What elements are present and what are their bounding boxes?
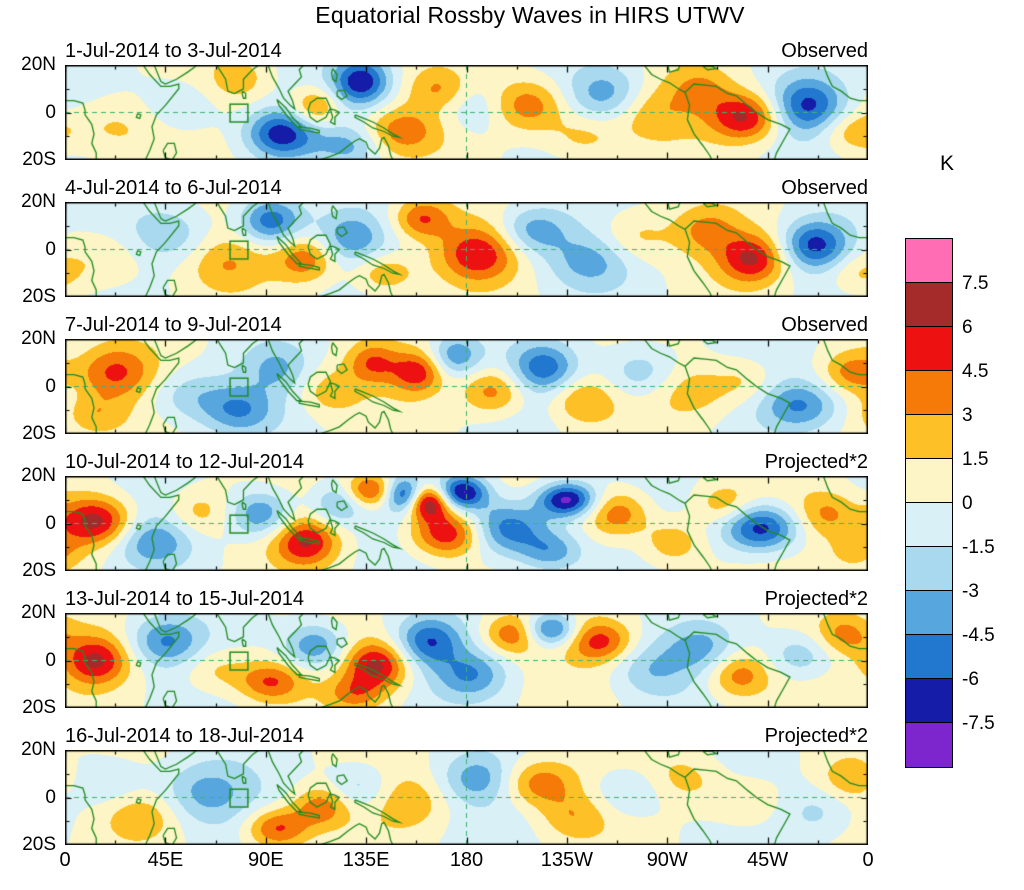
y-tick-label-20n: 20N <box>21 465 56 486</box>
colorbar-cell <box>906 239 952 283</box>
colorbar-cell <box>906 679 952 723</box>
x-tick-label: 135E <box>342 849 390 871</box>
panel-header: 1-Jul-2014 to 3-Jul-2014 Observed <box>65 37 868 63</box>
panel-source-label: Observed <box>781 314 868 336</box>
panel-source-label: Projected*2 <box>764 725 868 747</box>
y-tick-label-20n: 20N <box>21 602 56 623</box>
colorbar-cell <box>906 283 952 327</box>
colorbar-cell <box>906 459 952 503</box>
figure-title: Equatorial Rossby Waves in HIRS UTWV <box>315 2 745 28</box>
x-tick-label: 90E <box>247 849 284 871</box>
map-panel: 13-Jul-2014 to 15-Jul-2014 Projected*2 2… <box>0 585 880 718</box>
y-tick-label-0: 0 <box>45 649 56 671</box>
colorbar-tick-label: -1.5 <box>962 536 995 558</box>
panel-header: 10-Jul-2014 to 12-Jul-2014 Projected*2 <box>65 448 868 474</box>
map-panel: 1-Jul-2014 to 3-Jul-2014 Observed 20N 0 … <box>0 37 880 170</box>
colorbar-cell <box>906 591 952 635</box>
panel-period-label: 13-Jul-2014 to 15-Jul-2014 <box>65 588 305 610</box>
x-tick-label: 45W <box>747 849 789 871</box>
panel-header: 16-Jul-2014 to 18-Jul-2014 Projected*2 <box>65 722 868 748</box>
x-tick-label: 135W <box>540 849 593 871</box>
y-tick-label-20s: 20S <box>22 149 56 170</box>
colorbar-cell <box>906 415 952 459</box>
colorbar-tick-label: 3 <box>962 404 973 426</box>
map-panel: 4-Jul-2014 to 6-Jul-2014 Observed 20N 0 … <box>0 174 880 307</box>
panel-period-label: 10-Jul-2014 to 12-Jul-2014 <box>65 451 305 473</box>
y-tick-label-20n: 20N <box>21 739 56 760</box>
contour-map-canvas <box>65 65 868 160</box>
y-tick-label-0: 0 <box>45 375 56 397</box>
y-tick-label-20n: 20N <box>21 328 56 349</box>
y-tick-label-20s: 20S <box>22 560 56 581</box>
colorbar-tick-label: -6 <box>962 668 979 690</box>
x-tick-label: 0 <box>862 849 874 871</box>
map-panel: 16-Jul-2014 to 18-Jul-2014 Projected*2 2… <box>0 722 880 855</box>
contour-map-canvas <box>65 613 868 708</box>
contour-map-canvas <box>65 202 868 297</box>
x-tick-label: 90W <box>646 849 688 871</box>
y-tick-label-0: 0 <box>45 238 56 260</box>
x-tick-label: 45E <box>147 849 184 871</box>
panel-source-label: Observed <box>781 40 868 62</box>
y-tick-label-20s: 20S <box>22 423 56 444</box>
y-tick-label-0: 0 <box>45 101 56 123</box>
colorbar-cell <box>906 547 952 591</box>
y-tick-label-20s: 20S <box>22 286 56 307</box>
panel-header: 7-Jul-2014 to 9-Jul-2014 Observed <box>65 311 868 337</box>
y-tick-label-20n: 20N <box>21 54 56 75</box>
colorbar-tick-label: -7.5 <box>962 712 995 734</box>
panel-period-label: 1-Jul-2014 to 3-Jul-2014 <box>65 40 282 62</box>
panel-period-label: 7-Jul-2014 to 9-Jul-2014 <box>65 314 282 336</box>
panel-source-label: Projected*2 <box>764 451 868 473</box>
contour-map-canvas <box>65 339 868 434</box>
contour-map-canvas <box>65 476 868 571</box>
colorbar-cell <box>906 723 952 767</box>
panel-header: 4-Jul-2014 to 6-Jul-2014 Observed <box>65 174 868 200</box>
panel-period-label: 16-Jul-2014 to 18-Jul-2014 <box>65 725 305 747</box>
panel-source-label: Observed <box>781 177 868 199</box>
map-panel: 10-Jul-2014 to 12-Jul-2014 Projected*2 2… <box>0 448 880 581</box>
y-tick-label-20s: 20S <box>22 697 56 718</box>
map-panel: 7-Jul-2014 to 9-Jul-2014 Observed 20N 0 … <box>0 311 880 444</box>
colorbar-cell <box>906 503 952 547</box>
y-tick-label-0: 0 <box>45 786 56 808</box>
panel-period-label: 4-Jul-2014 to 6-Jul-2014 <box>65 177 282 199</box>
colorbar-tick-label: 6 <box>962 316 973 338</box>
colorbar-cell <box>906 371 952 415</box>
longitude-axis: 0 45E 90E 135E 180 135W 90W 45W 0 <box>59 849 873 873</box>
colorbar-tick-label: 1.5 <box>962 448 989 470</box>
y-tick-label-0: 0 <box>45 512 56 534</box>
colorbar-unit-label: K <box>940 152 955 175</box>
panel-source-label: Projected*2 <box>764 588 868 610</box>
x-tick-label: 0 <box>59 849 71 871</box>
y-tick-label-20s: 20S <box>22 834 56 855</box>
x-tick-label: 180 <box>449 849 484 871</box>
colorbar-tick-label: 0 <box>962 492 973 514</box>
colorbar-tick-label: 4.5 <box>962 360 989 382</box>
colorbar-cell <box>906 635 952 679</box>
colorbar-tick-label: -3 <box>962 580 979 602</box>
colorbar <box>905 238 953 768</box>
contour-map-canvas <box>65 750 868 845</box>
panel-header: 13-Jul-2014 to 15-Jul-2014 Projected*2 <box>65 585 868 611</box>
colorbar-tick-label: 7.5 <box>962 272 989 294</box>
colorbar-cell <box>906 327 952 371</box>
colorbar-tick-label: -4.5 <box>962 624 995 646</box>
y-tick-label-20n: 20N <box>21 191 56 212</box>
